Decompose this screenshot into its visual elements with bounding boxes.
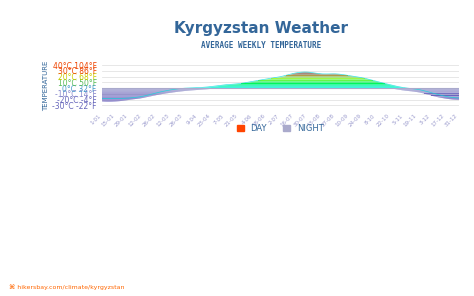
Text: AVERAGE WEEKLY TEMPERATURE: AVERAGE WEEKLY TEMPERATURE [201,41,321,50]
Text: ⌘ hikersbay.com/climate/kyrgyzstan: ⌘ hikersbay.com/climate/kyrgyzstan [9,284,125,290]
Legend: DAY, NIGHT: DAY, NIGHT [237,124,324,133]
Y-axis label: TEMPERATURE: TEMPERATURE [44,60,49,110]
Text: Kyrgyzstan Weather: Kyrgyzstan Weather [173,21,348,36]
